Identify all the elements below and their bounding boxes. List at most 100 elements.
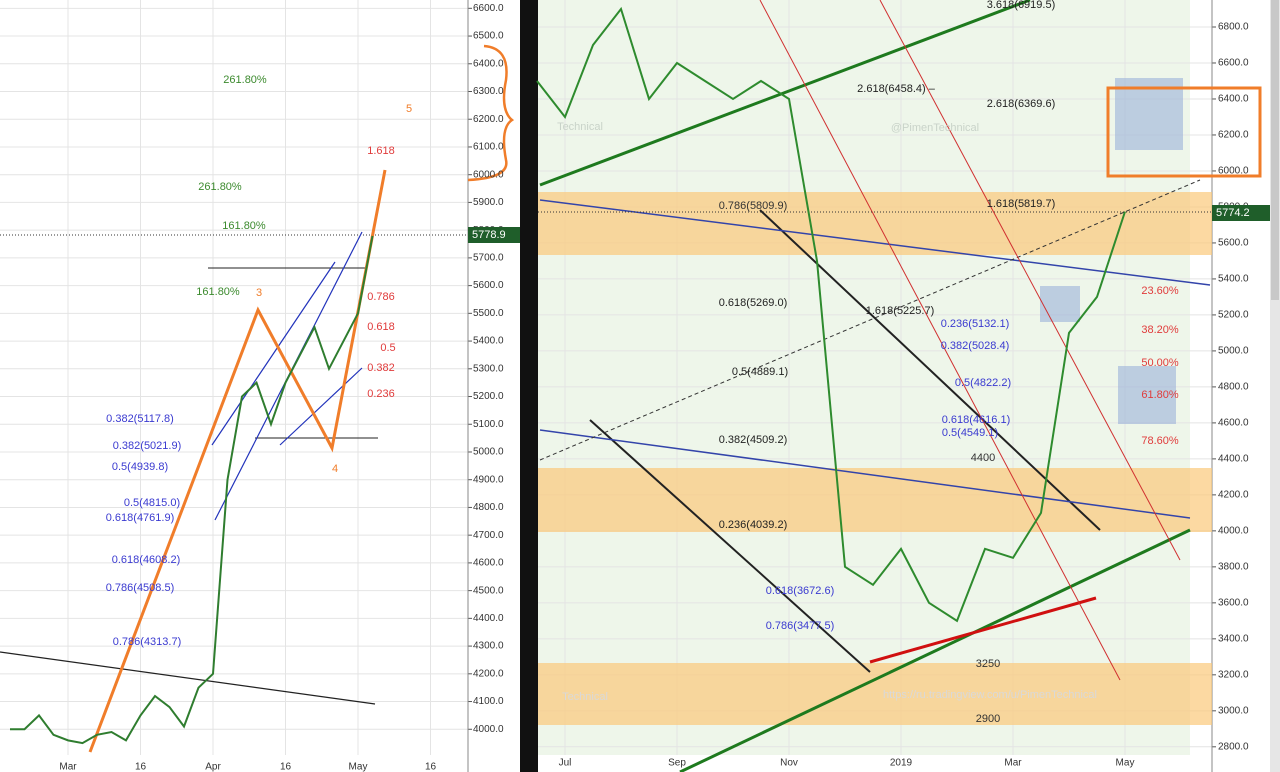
y-tick-label: 4800.0 bbox=[473, 502, 504, 513]
annotation: 0.786(4313.7) bbox=[113, 636, 182, 648]
y-tick-label: 4700.0 bbox=[473, 530, 504, 541]
zone bbox=[538, 468, 1212, 532]
annotation: 2900 bbox=[976, 713, 1000, 725]
y-tick-label: 6600.0 bbox=[473, 3, 504, 14]
annotation: 0.786(3477.5) bbox=[766, 620, 835, 632]
annotation: 161.80% bbox=[196, 286, 240, 298]
y-tick-label: 5700.0 bbox=[473, 253, 504, 264]
annotation: https://ru.tradingview.com/u/PimenTechni… bbox=[883, 689, 1097, 701]
annotation: 161.80% bbox=[222, 220, 266, 232]
x-tick-label: 16 bbox=[280, 762, 292, 772]
trend-line bbox=[589, 419, 871, 673]
y-tick-label: 5900.0 bbox=[473, 197, 504, 208]
annotation: 0.618(4761.9) bbox=[106, 512, 175, 524]
y-tick-label: 5400.0 bbox=[1218, 274, 1249, 285]
foreground-layer: 4000.04100.04200.04300.04400.04500.04600… bbox=[10, 0, 1270, 772]
x-tick-label: Mar bbox=[1004, 758, 1022, 769]
y-tick-label: 5000.0 bbox=[473, 447, 504, 458]
y-tick-label: 4300.0 bbox=[473, 641, 504, 652]
annotation: 3.618(6919.5) bbox=[987, 0, 1056, 11]
annotation: 1.618(5225.7) bbox=[866, 305, 935, 317]
right-tint bbox=[538, 0, 1190, 755]
x-tick-label: 2019 bbox=[890, 758, 913, 769]
y-tick-label: 4500.0 bbox=[473, 585, 504, 596]
annotation: 2.618(6369.6) bbox=[987, 98, 1056, 110]
y-tick-label: 5600.0 bbox=[473, 280, 504, 291]
scrollbar bbox=[1270, 0, 1280, 772]
annotation: 38.20% bbox=[1141, 324, 1179, 336]
y-tick-label: 4200.0 bbox=[473, 668, 504, 679]
annotation: 0.618 bbox=[367, 321, 395, 333]
x-tick-label: May bbox=[349, 762, 368, 772]
scroll-thumb[interactable] bbox=[1271, 0, 1279, 300]
annotation: 0.382(5021.9) bbox=[113, 440, 182, 452]
channel bbox=[211, 261, 336, 446]
divider bbox=[520, 0, 538, 772]
y-tick-label: 4400.0 bbox=[1218, 454, 1249, 465]
x-tick-label: May bbox=[1116, 758, 1135, 769]
price-box bbox=[1212, 205, 1270, 221]
price-box-label: 5778.9 bbox=[472, 229, 506, 241]
annotation: 0.382(4509.2) bbox=[719, 434, 788, 446]
annotation: 0.236(4039.2) bbox=[719, 519, 788, 531]
annotation: Technical bbox=[562, 691, 608, 703]
y-tick-label: 3800.0 bbox=[1218, 561, 1249, 572]
y-tick-label: 3200.0 bbox=[1218, 669, 1249, 680]
y-tick-label: 3400.0 bbox=[1218, 633, 1249, 644]
annotation: 0.5(4822.2) bbox=[955, 377, 1011, 389]
y-tick-label: 6600.0 bbox=[1218, 58, 1249, 69]
zone bbox=[538, 663, 1212, 725]
box bbox=[1115, 78, 1183, 150]
annotation: 0.5(4549.1) bbox=[942, 427, 998, 439]
annotation: 61.80% bbox=[1141, 389, 1179, 401]
annotation: Technical bbox=[557, 121, 603, 133]
trend-line bbox=[869, 596, 1097, 664]
y-tick-label: 4800.0 bbox=[1218, 382, 1249, 393]
annotation: 0.236(5132.1) bbox=[941, 318, 1010, 330]
annotation: 1.618(5819.7) bbox=[987, 198, 1056, 210]
trend-line bbox=[539, 179, 1201, 461]
brace bbox=[467, 44, 515, 182]
y-tick-label: 4600.0 bbox=[473, 558, 504, 569]
left-panel bbox=[0, 0, 520, 772]
y-tick-label: 5400.0 bbox=[473, 336, 504, 347]
y-tick-label: 4000.0 bbox=[473, 724, 504, 735]
y-tick-label: 6000.0 bbox=[1218, 166, 1249, 177]
y-tick-label: 6300.0 bbox=[473, 86, 504, 97]
annotation: 261.80% bbox=[223, 74, 267, 86]
price-box-label: 5774.2 bbox=[1216, 207, 1250, 219]
annotation: 5 bbox=[406, 103, 412, 115]
trend-line bbox=[539, 199, 1211, 286]
annotation: 0.382(5028.4) bbox=[941, 340, 1010, 352]
y-tick-label: 6000.0 bbox=[473, 169, 504, 180]
price-line bbox=[10, 235, 374, 745]
box bbox=[1118, 366, 1176, 424]
x-tick-label: Sep bbox=[668, 758, 686, 769]
annotation: 4400 bbox=[971, 452, 995, 464]
annotation: 0.618(4616.1) bbox=[942, 414, 1011, 426]
annotation: @PimenTechnical bbox=[891, 122, 979, 134]
y-tick-label: 6200.0 bbox=[1218, 130, 1249, 141]
annotation: 0.618(3672.6) bbox=[766, 585, 835, 597]
y-tick-label: 6400.0 bbox=[473, 58, 504, 69]
y-tick-label: 3000.0 bbox=[1218, 705, 1249, 716]
y-tick-label: 6100.0 bbox=[473, 142, 504, 153]
zone bbox=[538, 192, 1212, 255]
target-box bbox=[1106, 86, 1262, 178]
annotation: 0.618(4608.2) bbox=[112, 554, 181, 566]
y-tick-label: 6400.0 bbox=[1218, 94, 1249, 105]
annotation: 50.00% bbox=[1141, 357, 1179, 369]
y-tick-label: 5100.0 bbox=[473, 419, 504, 430]
y-tick-label: 6200.0 bbox=[473, 114, 504, 125]
annotation: 3250 bbox=[976, 658, 1000, 670]
y-tick-label: 2800.0 bbox=[1218, 741, 1249, 752]
annotation: 1.618 bbox=[367, 145, 395, 157]
y-tick-label: 4900.0 bbox=[473, 474, 504, 485]
x-tick-label: Jul bbox=[559, 758, 572, 769]
trend-line bbox=[879, 0, 1181, 561]
y-tick-label: 5300.0 bbox=[473, 363, 504, 374]
annotation: 0.236 bbox=[367, 388, 395, 400]
y-tick-label: 4600.0 bbox=[1218, 418, 1249, 429]
price-box bbox=[468, 227, 520, 243]
